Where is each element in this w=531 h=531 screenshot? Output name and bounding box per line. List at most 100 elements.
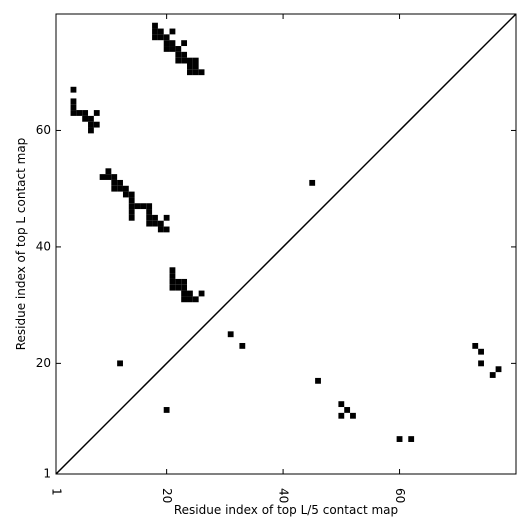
contact-cell	[169, 46, 176, 52]
contact-cell	[134, 203, 141, 210]
contact-cell	[344, 407, 351, 413]
contact-cell	[408, 436, 415, 442]
contact-cell	[187, 296, 193, 303]
contact-cell	[396, 436, 403, 442]
contact-cell	[157, 220, 164, 227]
contact-cell	[82, 115, 89, 122]
contact-cell	[198, 290, 205, 297]
contact-cell	[175, 57, 182, 64]
contact-cell	[181, 284, 188, 291]
contact-cell	[111, 174, 118, 180]
contact-cell	[187, 63, 193, 70]
contact-cell	[227, 331, 234, 338]
contact-cell	[239, 342, 246, 349]
contact-cell	[146, 214, 153, 221]
contact-cell	[181, 40, 188, 47]
contact-cell	[187, 69, 193, 76]
contact-cell	[128, 197, 135, 204]
contact-cell	[117, 360, 123, 367]
contact-cell	[140, 203, 147, 210]
contact-cell	[187, 290, 193, 297]
contact-cell	[181, 51, 188, 58]
contact-cell	[192, 69, 199, 76]
contact-cell	[478, 348, 484, 355]
x-tick-label: 60	[393, 488, 407, 503]
y-tick-label: 60	[36, 123, 51, 137]
contact-cell	[472, 342, 479, 349]
contact-cell	[70, 86, 77, 93]
contact-cell	[88, 121, 94, 128]
contact-cell	[157, 226, 164, 233]
contact-cell	[117, 185, 123, 192]
contact-cell	[152, 22, 158, 29]
contact-cell	[128, 209, 135, 215]
contact-cell	[128, 214, 135, 221]
y-tick-label: 40	[36, 239, 51, 253]
contact-cell	[338, 412, 345, 419]
contact-cell	[198, 69, 205, 76]
contact-cell	[169, 28, 176, 35]
contact-cell	[163, 407, 170, 413]
y-tick-label: 1	[43, 467, 51, 481]
contact-cell	[350, 412, 356, 419]
contact-cell	[93, 121, 100, 128]
contact-cell	[175, 46, 182, 52]
contact-cell	[163, 34, 170, 41]
contact-cell	[315, 377, 321, 384]
contact-cell	[152, 220, 158, 227]
contact-cell	[495, 366, 502, 373]
contact-cell	[111, 179, 118, 186]
contact-cell	[88, 115, 94, 122]
contact-cell	[105, 174, 112, 180]
contact-cell	[122, 191, 129, 198]
y-tick-label: 20	[36, 356, 51, 370]
contact-cell	[169, 267, 176, 274]
contact-cell	[192, 296, 199, 303]
contact-cell	[122, 185, 129, 192]
contact-cell	[146, 220, 153, 227]
contact-cell	[169, 284, 176, 291]
contact-cell	[163, 46, 170, 52]
y-axis-label: Residue index of top L contact map	[14, 138, 28, 351]
contact-cell	[175, 284, 182, 291]
contact-cell	[70, 98, 77, 105]
contact-cell	[146, 209, 153, 215]
contact-cell	[489, 372, 496, 378]
contact-cell	[163, 214, 170, 221]
x-axis-label: Residue index of top L/5 contact map	[174, 503, 398, 517]
contact-cell	[152, 28, 158, 35]
contact-cell	[117, 179, 123, 186]
contact-cell	[169, 273, 176, 279]
contact-cell	[152, 214, 158, 221]
contact-cell	[70, 110, 77, 116]
contact-cell	[169, 40, 176, 47]
diagonal-line	[55, 13, 517, 475]
x-tick-label: 20	[160, 488, 174, 503]
contact-cell	[157, 28, 164, 35]
contact-cell	[338, 401, 345, 408]
plot-frame	[55, 13, 517, 475]
contact-cell	[169, 278, 176, 285]
contact-cell	[175, 278, 182, 285]
contact-cell	[309, 179, 316, 186]
contact-cell	[157, 34, 164, 41]
x-tick-label: 1	[50, 488, 64, 496]
contact-cell	[111, 185, 118, 192]
contact-cell	[128, 191, 135, 198]
x-tick-label: 40	[277, 488, 291, 503]
contact-cell	[70, 104, 77, 111]
contact-cell	[99, 174, 106, 180]
contact-cell	[105, 168, 112, 175]
contact-cell	[76, 110, 83, 116]
contact-cell	[163, 40, 170, 47]
contact-cell	[88, 127, 94, 134]
contact-cell	[93, 110, 100, 116]
contact-cell	[181, 296, 188, 303]
contact-cell	[478, 360, 484, 367]
contact-cell	[82, 110, 89, 116]
contact-cell	[192, 63, 199, 70]
contact-cell	[175, 51, 182, 58]
contact-cell	[146, 203, 153, 210]
contact-cell	[152, 34, 158, 41]
